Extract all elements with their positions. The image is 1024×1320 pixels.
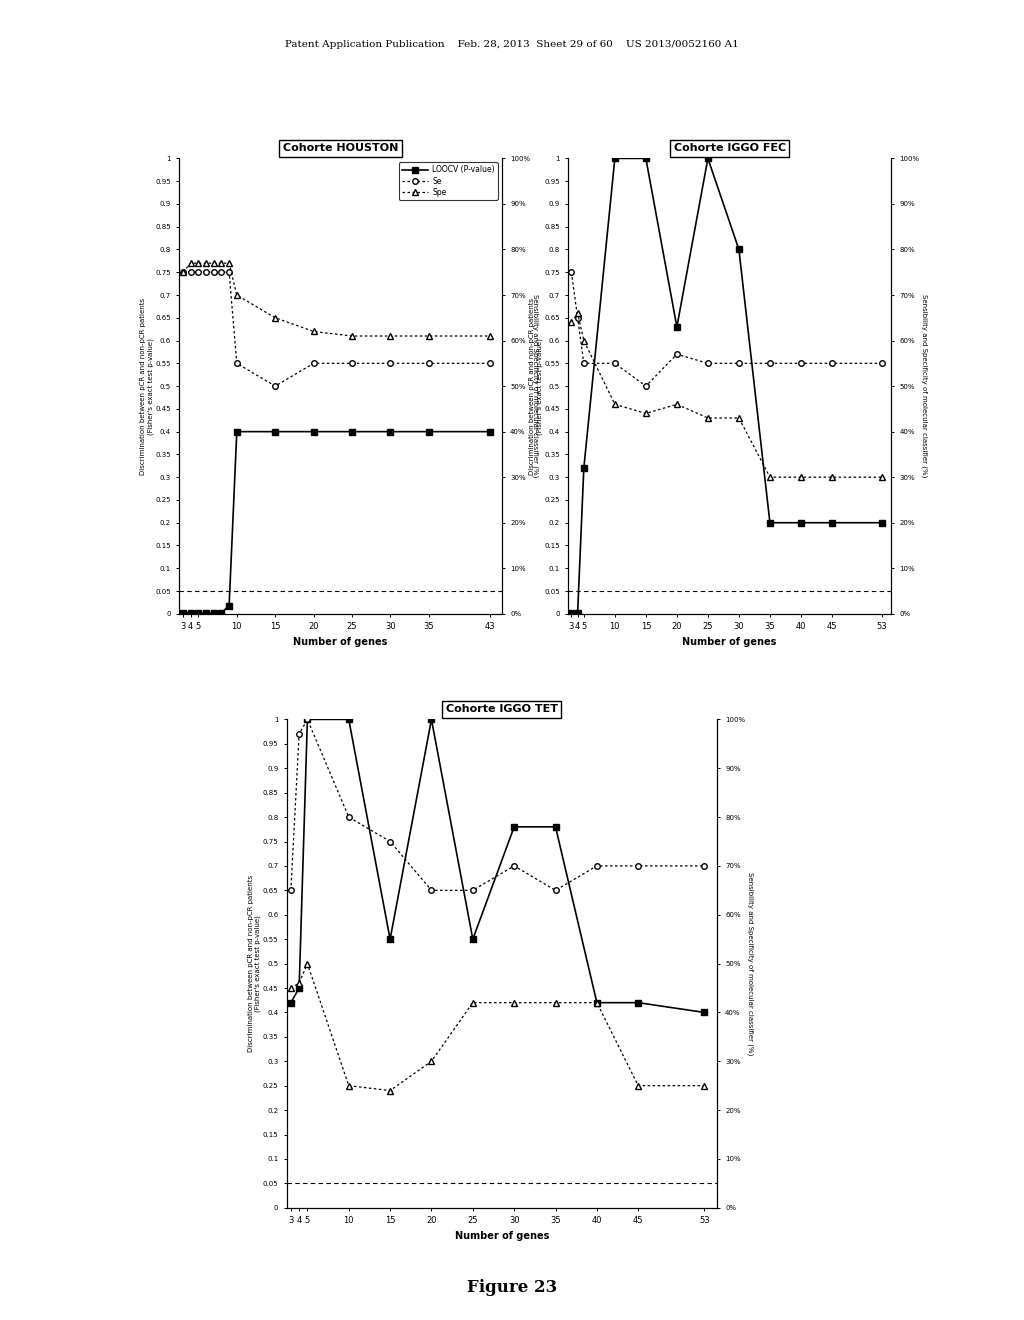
Text: Patent Application Publication    Feb. 28, 2013  Sheet 29 of 60    US 2013/00521: Patent Application Publication Feb. 28, … [285,40,739,49]
X-axis label: Number of genes: Number of genes [455,1230,549,1241]
Title: Cohorte IGGO TET: Cohorte IGGO TET [445,705,558,714]
Y-axis label: Sensibility and Specificity of molecular classifier (%): Sensibility and Specificity of molecular… [531,294,538,478]
X-axis label: Number of genes: Number of genes [293,636,388,647]
Y-axis label: Discrimination between pCR and non-pCR patients
(Fisher's exact test p-value): Discrimination between pCR and non-pCR p… [529,297,543,475]
X-axis label: Number of genes: Number of genes [682,636,777,647]
Y-axis label: Sensibility and Specificity of molecular classifier (%): Sensibility and Specificity of molecular… [746,873,753,1055]
Title: Cohorte HOUSTON: Cohorte HOUSTON [283,144,398,153]
Text: Figure 23: Figure 23 [467,1279,557,1296]
Y-axis label: Discrimination between pCR and non-pCR patients
(Fisher's exact test p-value): Discrimination between pCR and non-pCR p… [248,875,261,1052]
Y-axis label: Discrimination between pCR and non-pCR patients
(Fisher's exact test p-value): Discrimination between pCR and non-pCR p… [140,297,154,475]
Y-axis label: Sensibility and Specificity of molecular classifier (%): Sensibility and Specificity of molecular… [921,294,927,478]
Legend: LOOCV (P-value), Se, Spe: LOOCV (P-value), Se, Spe [398,162,498,199]
Title: Cohorte IGGO FEC: Cohorte IGGO FEC [674,144,785,153]
